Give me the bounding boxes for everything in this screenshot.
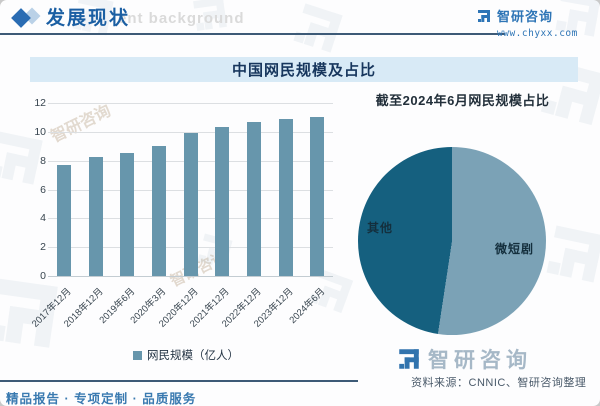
brand-lockup-bottom: 智研咨询 bbox=[396, 344, 532, 374]
gridline bbox=[48, 131, 333, 133]
pie-title: 截至2024年6月网民规模占比 bbox=[375, 93, 550, 108]
bar-2018年12月 bbox=[88, 156, 103, 276]
gridline bbox=[48, 103, 333, 104]
bar-2021年12月 bbox=[215, 127, 230, 276]
legend-label: 网民规模（亿人） bbox=[147, 350, 239, 362]
bar-2017年12月 bbox=[56, 164, 71, 276]
y-axis-tick-label: 0 bbox=[40, 270, 46, 282]
bar-2023年12月 bbox=[278, 118, 293, 276]
pie-graphic bbox=[358, 147, 546, 335]
y-axis-tick-label: 2 bbox=[40, 241, 46, 254]
bar-chart: 0 2 4 6 8 10 12 2017年12月 2018年12月 2019年6月 2020年3月… bbox=[30, 95, 342, 375]
y-axis-tick-label: 12 bbox=[34, 97, 46, 109]
brand-name: 智研咨询 bbox=[428, 349, 532, 372]
section-title: 发展现状 bbox=[46, 8, 131, 29]
bar-plot-area: 2017年12月 2018年12月 2019年6月 2020年3月 2020年12月 20… bbox=[30, 103, 333, 330]
bar-2020年12月 bbox=[183, 133, 198, 276]
y-axis-tick-label: 8 bbox=[40, 154, 46, 167]
y-axis-tick-label: 4 bbox=[40, 212, 46, 225]
zhiyan-logo-icon bbox=[476, 8, 492, 24]
footer-tagline: 精品报告 · 专项定制 · 品质服务 bbox=[6, 392, 197, 406]
header-divider bbox=[0, 33, 505, 35]
header-ghost-watermark: ent background bbox=[118, 10, 245, 27]
y-axis-tick-label: 6 bbox=[40, 183, 46, 196]
y-axis-tick-label: 10 bbox=[34, 125, 46, 138]
pie-chart: 截至2024年6月网民规模占比 微短剧 其他 bbox=[345, 88, 580, 368]
bar-2024年6月 bbox=[310, 117, 325, 276]
footer-divider bbox=[0, 380, 358, 382]
bar-2022年12月 bbox=[246, 122, 261, 276]
bar-2020年3月 bbox=[151, 145, 166, 276]
bar-legend: 网民规模（亿人） bbox=[30, 347, 342, 363]
legend-swatch bbox=[133, 350, 142, 360]
brand-name: 智研咨询 bbox=[497, 9, 554, 24]
brand-lockup-top: 智研咨询 bbox=[476, 6, 553, 25]
data-source-note: 资料来源：CNNIC、智研咨询整理 bbox=[411, 377, 587, 389]
chart-title-band: 中国网民规模及占比 bbox=[30, 57, 578, 82]
y-axis: 0 2 4 6 8 10 12 bbox=[30, 98, 46, 282]
zhiyan-logo-icon bbox=[396, 346, 422, 372]
pie-slice-label-drama: 微短剧 bbox=[495, 242, 535, 256]
pie-slice-label-other: 其他 bbox=[367, 221, 394, 235]
brand-website: www.chyxx.com bbox=[497, 28, 578, 39]
bar-2019年6月 bbox=[120, 152, 135, 276]
watermark-logo-icon bbox=[285, 0, 351, 61]
